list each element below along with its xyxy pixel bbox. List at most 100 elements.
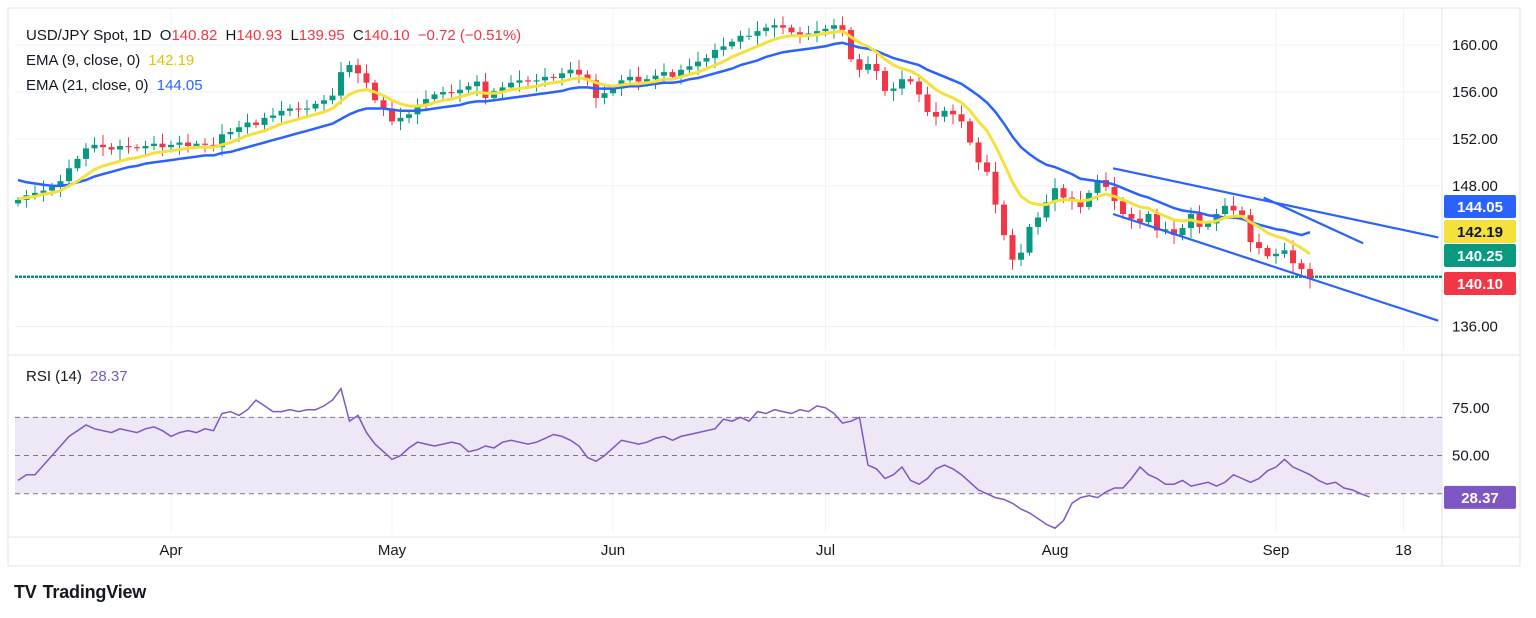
- candle-body: [1154, 214, 1160, 231]
- candle-body: [304, 108, 310, 110]
- price-tick-label: 160.00: [1452, 37, 1498, 54]
- candle-body: [406, 114, 412, 118]
- candle-body: [380, 100, 387, 109]
- candle-body: [1273, 253, 1279, 257]
- candle-body: [355, 65, 361, 74]
- candle-body: [151, 143, 157, 146]
- candle-body: [253, 122, 259, 125]
- candle-body: [219, 134, 225, 148]
- rsi-tick-label: 75.00: [1452, 400, 1490, 417]
- candle-body: [1222, 205, 1228, 214]
- candle-body: [873, 63, 880, 71]
- candle-body: [1162, 229, 1169, 231]
- candle-body: [1052, 188, 1058, 203]
- candle-body: [695, 61, 701, 67]
- candle-body: [1137, 218, 1143, 223]
- brand-name: TradingView: [42, 582, 147, 602]
- high-label: H: [225, 27, 237, 44]
- candle-body: [899, 79, 905, 89]
- candle-body: [686, 66, 693, 70]
- candle-body: [448, 92, 455, 94]
- candle-body: [185, 142, 191, 146]
- candle-body: [822, 28, 829, 32]
- candle-body: [66, 168, 72, 182]
- candle-body: [661, 72, 667, 76]
- candle-body: [1256, 242, 1262, 248]
- trendlines: [1112, 167, 1439, 322]
- rsi-tick-label: 50.00: [1452, 448, 1490, 465]
- price-axis[interactable]: 160.00 156.00 152.00 148.00 136.00 75.00 50.00…: [1444, 37, 1516, 509]
- candle-body: [669, 72, 676, 77]
- time-tick-label: Jul: [816, 542, 835, 559]
- candle-body: [363, 73, 370, 83]
- candle-body: [882, 70, 888, 91]
- time-tick-label: Apr: [159, 542, 182, 559]
- candle-body: [32, 192, 38, 196]
- candle-body: [295, 108, 302, 110]
- candle-body: [1298, 263, 1305, 270]
- ema21-legend[interactable]: EMA (21, close, 0) 144.05: [26, 77, 207, 94]
- candle-body: [482, 81, 489, 98]
- ema9-line-group: [17, 29, 1311, 256]
- candle-body: [134, 147, 140, 149]
- close-label: C: [352, 27, 364, 44]
- candle-body: [916, 81, 922, 95]
- time-tick-label: Sep: [1263, 542, 1290, 559]
- candle-body: [287, 108, 293, 111]
- candle-body: [499, 87, 506, 91]
- channel-lower: [1112, 212, 1439, 322]
- ohlc-close: C140.10: [353, 27, 410, 44]
- ema21-value: 144.05: [156, 77, 203, 94]
- candle-body: [958, 114, 965, 122]
- rsi-legend[interactable]: RSI (14) 28.37: [26, 368, 132, 385]
- ohlc-low: L139.95: [290, 27, 344, 44]
- candle-body: [652, 75, 659, 80]
- candle-body: [457, 89, 463, 94]
- candle-body: [236, 127, 242, 132]
- candle-body: [933, 112, 939, 117]
- price-tag-ema21: [1444, 195, 1516, 218]
- ema9-legend[interactable]: EMA (9, close, 0) 142.19: [26, 52, 198, 69]
- time-axis[interactable]: Apr May Jun Jul Aug Sep 18: [159, 542, 1412, 559]
- candle-body: [559, 73, 565, 78]
- candle-body: [474, 81, 480, 87]
- symbol-title[interactable]: USD/JPY Spot, 1D: [26, 27, 152, 44]
- candle-body: [1077, 199, 1084, 207]
- candle-body: [967, 121, 973, 143]
- tradingview-brand[interactable]: TV TradingView: [14, 582, 146, 603]
- candle-body: [193, 143, 200, 146]
- candle-body: [924, 94, 931, 112]
- candle-body: [15, 199, 21, 204]
- candle-body: [49, 187, 55, 191]
- rsi-line: [17, 387, 1370, 530]
- price-tick-label: 148.00: [1452, 178, 1498, 195]
- candle-body: [244, 122, 251, 128]
- price-tick-label: 136.00: [1452, 319, 1498, 336]
- candle-body: [576, 69, 582, 75]
- candle-body: [423, 99, 429, 105]
- candle-body: [74, 158, 81, 169]
- candle-body: [601, 93, 608, 98]
- candle-body: [610, 88, 616, 94]
- candle-body: [533, 80, 540, 82]
- candles: [15, 16, 1313, 289]
- candle-body: [635, 76, 642, 82]
- open-label: O: [159, 27, 172, 44]
- candle-body: [984, 162, 990, 172]
- candle-body: [1239, 210, 1245, 216]
- high-value: 140.93: [236, 27, 283, 44]
- candle-body: [1018, 252, 1024, 260]
- tradingview-logo-icon: TV: [14, 582, 37, 602]
- candle-body: [975, 142, 982, 163]
- candle-body: [907, 79, 914, 82]
- candle-body: [1179, 228, 1186, 236]
- candle-body: [856, 59, 863, 70]
- candle-body: [329, 95, 336, 101]
- candle-body: [346, 65, 353, 73]
- price-tag-label: 142.19: [1457, 224, 1503, 241]
- rsi-pane: [15, 387, 1442, 530]
- candle-body: [1281, 250, 1288, 254]
- candle-body: [1009, 235, 1016, 260]
- ema9-label: EMA (9, close, 0): [26, 52, 141, 69]
